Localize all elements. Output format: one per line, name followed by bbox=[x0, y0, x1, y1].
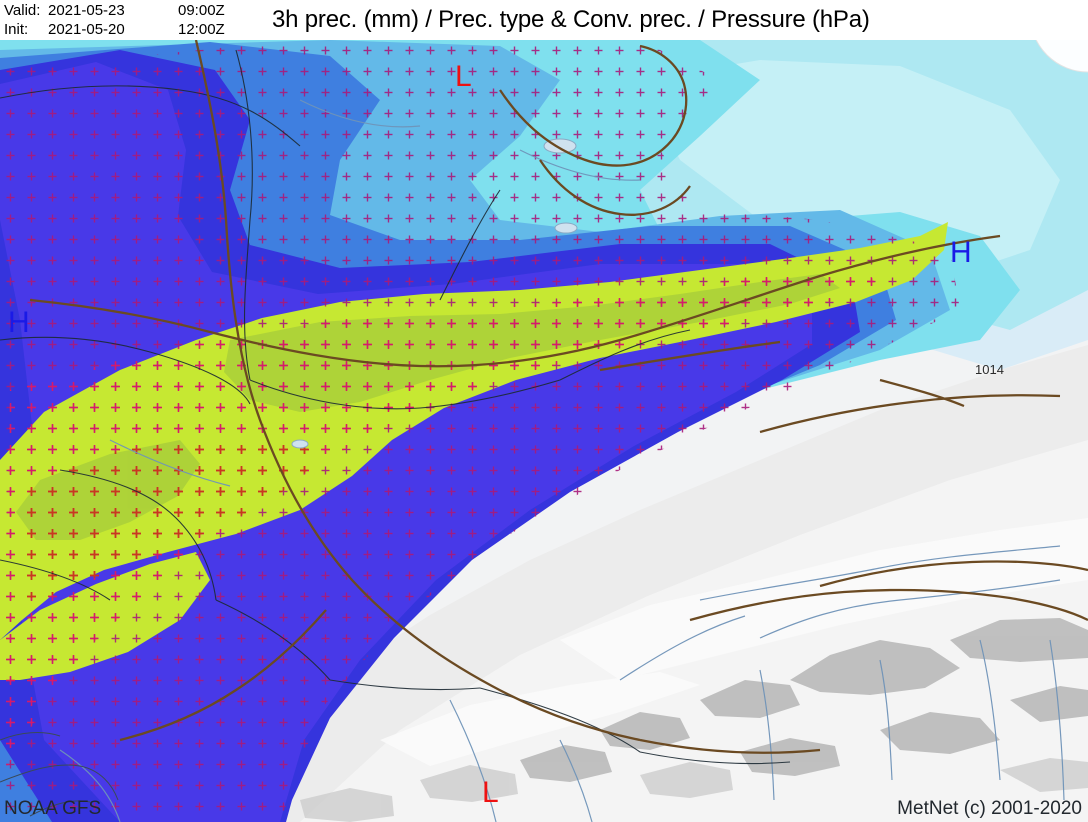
precipitation-color-legend[interactable]: 0.10.20.5123468101520253035404550607080 bbox=[898, 0, 1088, 214]
header-bar: Valid: 2021-05-23 09:00Z Init: 2021-05-2… bbox=[0, 0, 1088, 40]
convective-precip-markers bbox=[0, 40, 960, 822]
map-svg bbox=[0, 40, 1088, 822]
hydrography-layer bbox=[59, 99, 1065, 822]
admin-borders-layer bbox=[0, 49, 791, 765]
init-time: 12:00Z bbox=[178, 21, 225, 38]
pressure-marker-high-west: H bbox=[8, 306, 30, 339]
valid-date: 2021-05-23 bbox=[48, 2, 125, 19]
map-layers bbox=[0, 40, 1088, 822]
valid-label: Valid: bbox=[4, 2, 41, 19]
model-credit: NOAA GFS bbox=[4, 798, 102, 819]
init-label: Init: bbox=[4, 21, 29, 38]
isobar-label-1014: 1014 bbox=[975, 362, 1004, 377]
valid-time: 09:00Z bbox=[178, 2, 225, 19]
isobar-layer bbox=[29, 40, 1088, 754]
pressure-marker-low-north: L bbox=[455, 60, 472, 93]
legend-fan-svg bbox=[954, 0, 1088, 73]
init-row: Init: 2021-05-20 12:00Z bbox=[4, 20, 225, 39]
forecast-metadata: Valid: 2021-05-23 09:00Z Init: 2021-05-2… bbox=[4, 1, 225, 39]
pressure-marker-high-east: H bbox=[950, 236, 972, 269]
valid-row: Valid: 2021-05-23 09:00Z bbox=[4, 1, 225, 20]
precipitation-layer bbox=[0, 40, 1088, 822]
coastline-layer bbox=[0, 732, 119, 817]
pressure-marker-low-south: L bbox=[482, 776, 499, 809]
init-date: 2021-05-20 bbox=[48, 21, 125, 38]
page-title: 3h prec. (mm) / Prec. type & Conv. prec.… bbox=[272, 6, 870, 33]
provider-credit: MetNet (c) 2001-2020 bbox=[897, 798, 1082, 819]
weather-map-canvas[interactable]: H H L L 1014 NOAA GFS MetNet (c) 2001-20… bbox=[0, 40, 1088, 822]
